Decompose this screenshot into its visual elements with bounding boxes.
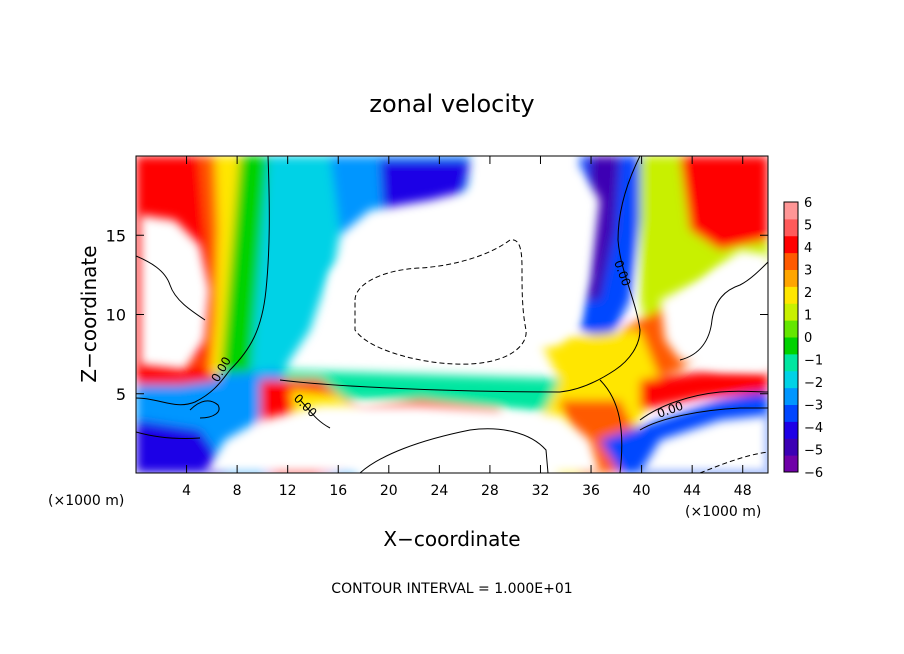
colorbar-swatch (784, 370, 798, 389)
field-region (640, 372, 768, 410)
colorbar: 6 5 4 3 2 1 0 −1 −2 −3 −4 −5 −6 (783, 196, 823, 481)
colorbar-swatch (784, 337, 798, 355)
colorbar-tick-label: −2 (804, 376, 823, 391)
colorbar-swatch (784, 218, 798, 237)
colorbar-swatch (784, 421, 798, 439)
colorbar-tick-label: 1 (804, 309, 812, 324)
x-tick-label: 48 (734, 483, 752, 499)
colorbar-frame (783, 201, 799, 473)
x-tick-label: 20 (380, 483, 398, 499)
colorbar-swatch (784, 404, 798, 422)
chart-title: zonal velocity (369, 90, 534, 118)
colorbar-tick-label: −5 (804, 444, 823, 459)
colorbar-swatch (784, 269, 798, 287)
colorbar-tick-label: 6 (804, 196, 812, 211)
colorbar-tick-label: −3 (804, 399, 823, 414)
x-tick-label: 12 (279, 483, 297, 499)
colorbar-swatch (784, 387, 798, 405)
y-tick-label: 10 (106, 306, 126, 325)
colorbar-tick-label: 3 (804, 264, 812, 279)
x-tick-label: 16 (329, 483, 347, 499)
x-tick-label: 28 (481, 483, 499, 499)
x-tick-label: 4 (182, 483, 191, 499)
plot-area: 0.00 0.00 0.00 0.00 (136, 156, 768, 473)
colorbar-tick-label: −6 (804, 466, 823, 481)
x-tick-label: 44 (683, 483, 701, 499)
field-region (680, 156, 768, 250)
x-tick-label: 36 (582, 483, 600, 499)
colorbar-swatch (784, 235, 798, 254)
x-tick-label: 32 (532, 483, 550, 499)
x-tick-label: 24 (430, 483, 448, 499)
colorbar-tick-label: 5 (804, 219, 812, 234)
field-region (230, 156, 470, 473)
x-axis: 4 8 12 16 20 24 28 32 36 40 44 48 (182, 156, 752, 499)
colorbar-tick-label: −1 (804, 354, 823, 369)
x-unit-label-right: (×1000 m) (685, 504, 761, 520)
contour-lines (136, 156, 768, 473)
colorbar-swatch (784, 303, 798, 321)
colorbar-swatch (784, 455, 798, 473)
field-region (136, 420, 230, 473)
colorbar-tick-label: 4 (804, 241, 812, 256)
x-tick-label: 40 (633, 483, 651, 499)
x-unit-label-left: (×1000 m) (48, 493, 124, 509)
y-tick-label: 5 (116, 385, 126, 404)
colorbar-swatch (784, 353, 798, 372)
colorbar-swatch (784, 438, 798, 456)
contour-interval-text: CONTOUR INTERVAL = 1.000E+01 (331, 581, 572, 597)
colorbar-swatch (784, 286, 798, 304)
y-axis-label: Z−coordinate (77, 245, 101, 382)
colorbar-tick-label: 0 (804, 331, 812, 346)
y-tick-label: 15 (106, 226, 126, 245)
colorbar-tick-label: −4 (804, 421, 823, 436)
colorbar-tick-label: 2 (804, 286, 812, 301)
colorbar-swatch (784, 320, 798, 338)
dashed-contour-lower (699, 451, 768, 473)
colorbar-swatch (784, 202, 798, 220)
y-axis: 5 10 15 (106, 226, 768, 404)
colorbar-swatch (784, 252, 798, 270)
x-tick-label: 8 (233, 483, 242, 499)
x-axis-label: X−coordinate (383, 527, 520, 551)
